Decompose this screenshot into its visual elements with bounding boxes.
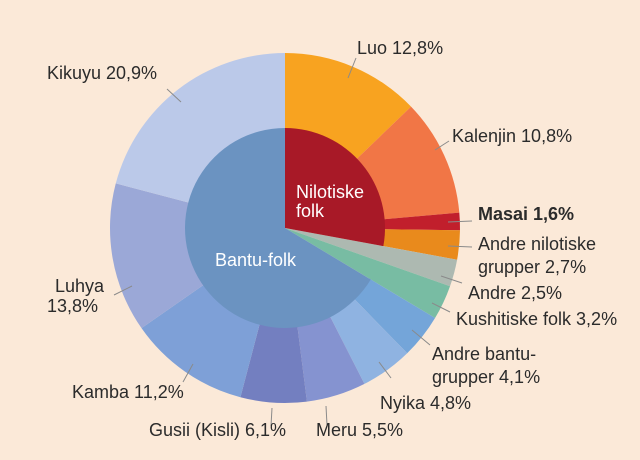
inner-slice-nilotiske-folk — [285, 128, 385, 247]
inner-label-nilotic-2: folk — [296, 201, 325, 221]
label-kamba: Kamba 11,2% — [72, 382, 184, 402]
label-andre-nilotiske-grupper: grupper 2,7% — [478, 257, 586, 277]
label-andre-bantugrupper: Andre bantu- — [432, 344, 536, 364]
slice-luhya — [109, 183, 205, 329]
slice-labels: Luo 12,8% Kalenjin 10,8% Masai 1,6% Andre n… — [47, 38, 617, 440]
slice-kamba — [141, 284, 261, 398]
label-masai: Masai 1,6% — [478, 204, 574, 224]
slice-andre-nilotiske-grupper — [381, 229, 460, 260]
slice-meru — [297, 315, 365, 402]
leader-line-kushitiske-folk — [431, 302, 451, 313]
label-andre-bantugrupper: grupper 4,1% — [432, 367, 540, 387]
inner-ring — [184, 128, 385, 328]
label-andre: Andre 2,5% — [468, 283, 562, 303]
leader-line-andre — [440, 275, 463, 284]
leader-line-luhya — [113, 285, 133, 296]
leader-line-andre-bantugrupper — [411, 329, 431, 346]
leader-line-kamba — [182, 363, 194, 383]
label-luhya: 13,8% — [47, 296, 98, 316]
inner-slice-bantu-folk — [184, 128, 371, 328]
leader-line-gusii-kisli — [270, 407, 273, 427]
slice-nyika — [329, 298, 408, 384]
inner-label-bantu: Bantu-folk — [215, 250, 297, 270]
label-gusii-kisli: Gusii (Kisli) 6,1% — [149, 420, 286, 440]
leader-line-meru — [325, 405, 328, 426]
leader-line-andre-nilotiske-grupper — [447, 245, 473, 248]
label-kikuyu: Kikuyu 20,9% — [47, 63, 157, 83]
leader-line-masai — [447, 220, 473, 223]
outer-ring — [109, 53, 460, 403]
slice-masai — [382, 212, 460, 231]
leader-lines — [113, 57, 473, 427]
label-meru: Meru 5,5% — [316, 420, 403, 440]
leader-line-luo — [347, 57, 357, 79]
leader-line-nyika — [378, 361, 392, 379]
label-luo: Luo 12,8% — [357, 38, 443, 58]
slice-kalenjin — [355, 106, 460, 220]
label-kalenjin: Kalenjin 10,8% — [452, 126, 572, 146]
label-nyika: Nyika 4,8% — [380, 393, 471, 413]
label-luhya: Luhya — [55, 276, 105, 296]
slice-kushitiske-folk — [285, 228, 451, 319]
leader-line-kalenjin — [434, 140, 450, 151]
inner-label-nilotic-1: Nilotiske — [296, 182, 364, 202]
label-andre-nilotiske-grupper: Andre nilotiske — [478, 234, 596, 254]
leader-line-kikuyu — [166, 88, 182, 103]
label-kushitiske-folk: Kushitiske folk 3,2% — [456, 309, 617, 329]
slice-kikuyu — [115, 53, 285, 204]
slice-gusii-kisli — [240, 322, 307, 403]
slice-andre-bantugrupper — [353, 278, 436, 354]
slice-andre — [285, 228, 458, 287]
